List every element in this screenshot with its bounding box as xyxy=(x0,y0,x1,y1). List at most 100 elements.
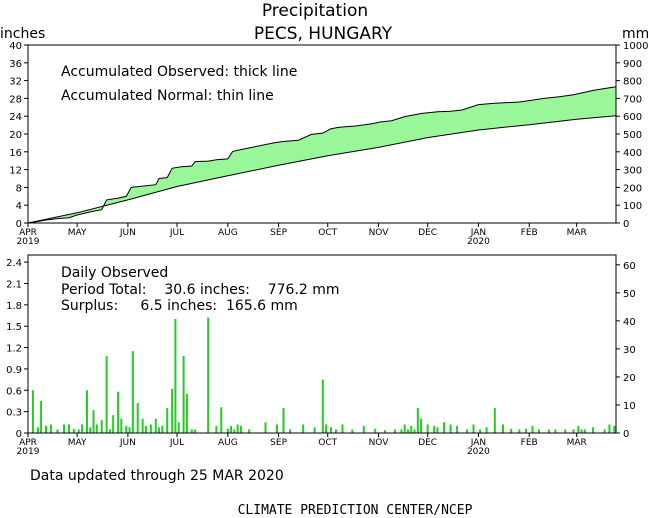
x-tick-label: FEB xyxy=(521,228,538,238)
x-tick-label: AUG xyxy=(218,228,238,238)
y-tick-mm-label: 800 xyxy=(623,77,642,88)
daily-bar xyxy=(158,427,161,433)
x-tick-label: OCT xyxy=(318,228,337,238)
daily-y-tick-mm-label: 30 xyxy=(623,345,636,356)
daily-bar xyxy=(313,427,316,433)
daily-bar xyxy=(302,424,305,433)
bottom-plot-frame xyxy=(27,254,617,434)
observed-series-line xyxy=(27,86,617,224)
daily-bar xyxy=(185,393,188,433)
daily-bar xyxy=(426,424,429,433)
daily-bar xyxy=(226,428,229,433)
daily-bar xyxy=(289,429,292,433)
daily-y-tick-in-label: 0 xyxy=(16,429,22,440)
daily-panel: 0 0.3 0.6 0.9 1.2 1.5 1.8 2.1 2.4 0 10 20 30 40 50 60 A… xyxy=(6,254,636,457)
daily-bar xyxy=(524,428,527,433)
daily-bar xyxy=(56,429,59,433)
daily-bar xyxy=(433,425,436,433)
daily-bar xyxy=(67,424,70,433)
y-tick-in-label: 4 xyxy=(16,201,22,212)
normal-series-line xyxy=(27,115,617,224)
daily-y-tick-in-label: 0.3 xyxy=(6,408,22,419)
daily-bar xyxy=(154,418,157,433)
daily-y-tick-in-label: 1.2 xyxy=(6,344,22,355)
daily-bar xyxy=(49,424,52,433)
daily-bar xyxy=(248,429,251,433)
daily-bar xyxy=(89,427,92,433)
daily-bar xyxy=(351,429,354,433)
surplus-area xyxy=(28,86,616,223)
daily-bar xyxy=(321,379,324,433)
daily-y-tick-mm-label: 20 xyxy=(623,373,636,384)
daily-bar xyxy=(583,429,586,433)
daily-y-tick-mm-label: 10 xyxy=(623,401,636,412)
daily-y-tick-mm-label: 50 xyxy=(623,289,636,300)
daily-bar xyxy=(592,427,595,433)
daily-bar xyxy=(393,429,396,433)
y-tick-mm-label: 1000 xyxy=(623,41,648,52)
daily-bar xyxy=(161,425,164,433)
daily-bar xyxy=(36,427,39,433)
daily-bar xyxy=(436,427,439,433)
daily-bar xyxy=(443,422,446,433)
daily-bar xyxy=(117,391,120,433)
daily-y-tick-mm-label: 0 xyxy=(623,429,629,440)
daily-bar xyxy=(510,428,513,433)
y-tick-in-label: 8 xyxy=(16,183,22,194)
daily-bar xyxy=(177,422,180,433)
daily-bar xyxy=(485,427,488,433)
daily-bar xyxy=(236,424,239,433)
daily-bar xyxy=(406,429,409,433)
x-tick-label: NOV xyxy=(369,228,390,238)
daily-bar xyxy=(413,429,416,433)
y-tick-in-label: 0 xyxy=(16,219,22,230)
x-tick-label: SEP xyxy=(270,228,287,238)
daily-bar xyxy=(531,425,534,433)
daily-bar xyxy=(77,429,80,433)
y-tick-in-label: 24 xyxy=(9,112,22,123)
daily-bar xyxy=(81,424,84,433)
daily-y-tick-in-label: 0.6 xyxy=(6,386,22,397)
x-tick-label: JUL xyxy=(169,228,184,238)
x-tick-label: JUL xyxy=(169,438,184,448)
x-tick-label: APR xyxy=(19,228,37,238)
daily-bar xyxy=(501,424,504,433)
daily-bar xyxy=(230,425,233,433)
x-tick-label: NOV xyxy=(369,438,390,448)
daily-bar xyxy=(144,425,147,433)
right-unit-label: mm xyxy=(622,26,648,42)
y-tick-mm-label: 200 xyxy=(623,183,642,194)
credit-line: CLIMATE PREDICTION CENTER/NCEP xyxy=(238,503,473,518)
daily-bar xyxy=(554,429,557,433)
y-tick-mm-label: 300 xyxy=(623,166,642,177)
daily-bar xyxy=(220,407,223,433)
daily-bar xyxy=(108,429,111,433)
y-tick-in-label: 28 xyxy=(9,94,22,105)
x-tick-label: FEB xyxy=(521,438,538,448)
x-tick-label: MAR xyxy=(567,228,587,238)
daily-bar xyxy=(174,319,177,433)
daily-bar xyxy=(105,356,108,433)
x-tick-label: JAN xyxy=(470,228,486,238)
daily-bar xyxy=(215,425,218,433)
daily-bar xyxy=(190,429,193,433)
daily-bar xyxy=(182,356,185,433)
y-tick-in-label: 32 xyxy=(9,77,22,88)
daily-y-tick-in-label: 1.8 xyxy=(6,301,22,312)
daily-bar xyxy=(95,424,98,433)
daily-bar xyxy=(580,429,583,433)
daily-bar xyxy=(384,430,387,433)
x-tick-label: DEC xyxy=(418,438,437,448)
daily-bar xyxy=(362,425,365,433)
daily-bar xyxy=(128,427,131,433)
daily-bar xyxy=(374,428,377,433)
daily-bar xyxy=(465,429,468,433)
daily-bar xyxy=(334,429,337,433)
y-tick-mm-label: 700 xyxy=(623,94,642,105)
daily-bar xyxy=(449,424,452,433)
accumulated-panel: 0481216202428323640010020030040050060070… xyxy=(9,41,648,247)
x-tick-label: MAR xyxy=(567,438,587,448)
daily-bar xyxy=(493,408,496,433)
daily-bar xyxy=(40,400,43,433)
